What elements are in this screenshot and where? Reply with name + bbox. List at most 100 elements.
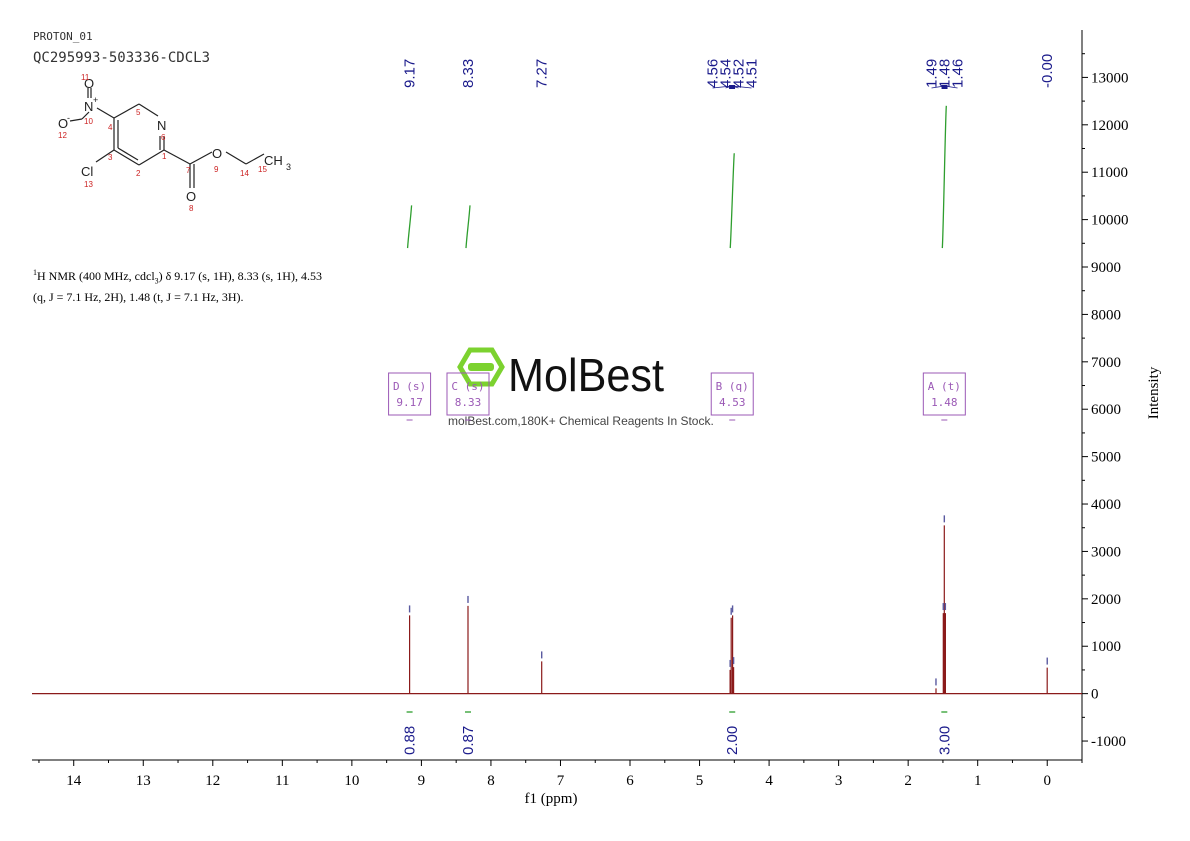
integral-value: 0.87 xyxy=(460,726,477,755)
atom-number-11: 11 xyxy=(81,73,90,82)
x-tick-label: 7 xyxy=(557,773,565,789)
atom-number-4: 4 xyxy=(108,123,113,132)
y-tick-label: 11000 xyxy=(1091,165,1128,181)
atom-number-9: 9 xyxy=(214,165,219,174)
integral-curves: 0.88 0.87 2.00 3.00 xyxy=(402,105,953,755)
multiplet-label: B (q) xyxy=(716,380,749,393)
atom-number-5: 5 xyxy=(136,108,141,117)
atom-o9: O xyxy=(212,146,222,161)
multiplet-shift: 8.33 xyxy=(455,396,482,409)
integral-curve xyxy=(941,105,947,249)
atom-o8: O xyxy=(186,189,196,204)
peak-label: 4.52 xyxy=(731,59,748,88)
x-tick-label: 12 xyxy=(205,773,220,789)
atom-number-7: 7 xyxy=(186,166,191,175)
watermark-tagline: molBest.com,180K+ Chemical Reagents In S… xyxy=(448,414,714,428)
spectrum-line xyxy=(32,525,1082,695)
x-tick-label: 1 xyxy=(974,773,982,789)
x-tick-label: 9 xyxy=(418,773,426,789)
integral-value: 3.00 xyxy=(936,726,953,755)
x-tick-label: 3 xyxy=(835,773,843,789)
y-tick-label: 8000 xyxy=(1091,307,1121,323)
peak-label: 1.49 xyxy=(924,59,941,88)
y-tick-label: 10000 xyxy=(1091,213,1129,229)
atom-ch3: CH xyxy=(264,153,283,168)
peak-labels: 9.17 8.33 7.27 4.564.544.524.51 1.491.481.46… xyxy=(402,54,1056,89)
integral-value: 0.88 xyxy=(402,726,419,755)
atom-number-6: 6 xyxy=(161,133,166,142)
atom-number-8: 8 xyxy=(189,204,194,213)
watermark-logo-icon xyxy=(457,347,505,387)
peak-label: 1.46 xyxy=(950,59,967,88)
y-tick-label: 9000 xyxy=(1091,260,1121,276)
x-tick-label: 4 xyxy=(765,773,773,789)
peak-label: 1.48 xyxy=(937,59,954,88)
y-tick-label: 12000 xyxy=(1091,118,1129,134)
molecule-atoms: O N + O - N O O CH 3 Cl xyxy=(58,76,291,204)
y-tick-label: 13000 xyxy=(1091,70,1129,86)
multiplet-shift: 9.17 xyxy=(396,396,423,409)
y-tick-label: 3000 xyxy=(1091,544,1121,560)
atom-n10: N xyxy=(84,99,93,114)
peak-group-marker xyxy=(941,85,948,89)
multiplet-box xyxy=(388,372,432,416)
y-tick-label: 4000 xyxy=(1091,497,1121,513)
multiplet-box xyxy=(446,372,490,416)
peak-label: -0.00 xyxy=(1039,54,1056,88)
atom-number-3: 3 xyxy=(108,153,113,162)
nmr-text-part2: ) δ 9.17 (s, 1H), 8.33 (s, 1H), 4.53 (q,… xyxy=(33,269,322,305)
x-axis-label: f1 (ppm) xyxy=(525,791,578,807)
x-tick-label: 8 xyxy=(487,773,495,789)
multiplet-shift: 4.53 xyxy=(719,396,746,409)
multiplet-label: C (s) xyxy=(451,380,484,393)
atom-number-2: 2 xyxy=(136,169,141,178)
molecule-structure: O N + O - N O O CH 3 Cl 11 10 1 2 5 4 6 3… xyxy=(58,73,291,213)
multiplet-label: A (t) xyxy=(928,380,961,393)
x-tick-label: 0 xyxy=(1043,773,1051,789)
multiplet-box xyxy=(710,372,754,416)
y-tick-label: 6000 xyxy=(1091,402,1121,418)
x-tick-label: 14 xyxy=(66,773,82,789)
atom-number-1: 1 xyxy=(162,152,167,161)
watermark: MolBest molBest.com,180K+ Chemical Reage… xyxy=(448,347,714,428)
experiment-label: PROTON_01 xyxy=(33,30,93,43)
integral-curve xyxy=(406,205,413,249)
nmr-description: 1H NMR (400 MHz, cdcl3) δ 9.17 (s, 1H), … xyxy=(33,265,333,305)
sample-label: QC295993-503336-CDCL3 xyxy=(33,50,211,66)
multiplet-shift: 1.48 xyxy=(931,396,958,409)
x-tick-label: 13 xyxy=(136,773,151,789)
peak-label: 4.54 xyxy=(718,59,735,88)
x-tick-label: 10 xyxy=(344,773,359,789)
y-tick-label: 5000 xyxy=(1091,450,1121,466)
atom-charge-minus: - xyxy=(67,113,70,123)
atom-number-10: 10 xyxy=(84,117,93,126)
nmr-text-part1: H NMR (400 MHz, cdcl xyxy=(37,269,155,283)
y-tick-label: 1000 xyxy=(1091,639,1121,655)
integral-value: 2.00 xyxy=(724,726,741,755)
peak-group-marker xyxy=(729,85,736,89)
atom-cl13: Cl xyxy=(81,164,93,179)
x-tick-label: 5 xyxy=(696,773,704,789)
peak-label: 8.33 xyxy=(460,59,477,88)
atom-number-15: 15 xyxy=(258,165,267,174)
y-tick-label: 7000 xyxy=(1091,355,1121,371)
atom-number-13: 13 xyxy=(84,180,93,189)
y-tick-label: 0 xyxy=(1091,687,1099,703)
atom-o11: O xyxy=(84,76,94,91)
molecule-atom-numbers: 11 10 12 5 4 6 3 1 2 7 9 14 15 13 8 xyxy=(58,73,267,213)
watermark-brand: MolBest xyxy=(508,349,664,401)
peak-label: 9.17 xyxy=(402,59,419,88)
x-tick-label: 2 xyxy=(904,773,912,789)
molecule-bonds xyxy=(69,88,265,188)
integral-curve xyxy=(465,205,471,249)
atom-ch3-sub: 3 xyxy=(286,162,291,172)
nmr-superscript: 1 xyxy=(33,268,37,277)
multiplet-boxes: D (s) 9.17 C (s) 8.33 B (q) 4.53 A (t) 1.48 xyxy=(388,372,966,421)
peak-label: 7.27 xyxy=(534,59,551,88)
multiplet-label: D (s) xyxy=(393,380,426,393)
atom-n6: N xyxy=(157,118,166,133)
atom-number-14: 14 xyxy=(240,169,249,178)
y-tick-label: -1000 xyxy=(1091,734,1126,750)
peak-markers xyxy=(408,515,1048,686)
